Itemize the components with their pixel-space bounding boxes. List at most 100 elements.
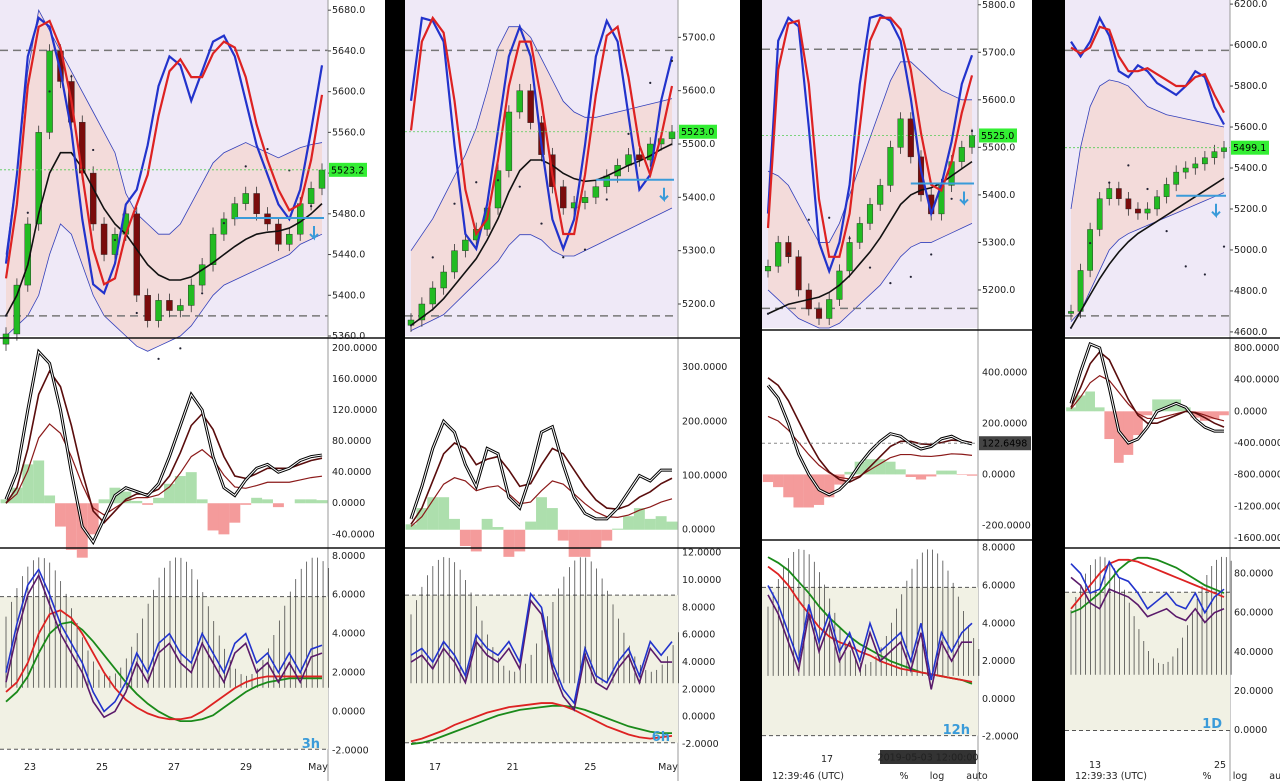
psar-dot bbox=[1069, 326, 1073, 329]
macd-histogram-bar bbox=[666, 521, 678, 530]
price-tick-label: 6200.0 bbox=[1234, 0, 1267, 10]
macd-histogram-bar bbox=[1133, 411, 1143, 436]
candle bbox=[133, 213, 140, 296]
price-tick-label: 5800.0 bbox=[1234, 81, 1267, 92]
psar-dot bbox=[889, 282, 892, 285]
macd-histogram-bar bbox=[229, 503, 241, 523]
status-log: log bbox=[1233, 771, 1247, 781]
crosshair-time-tag bbox=[880, 750, 976, 764]
candle bbox=[1115, 188, 1122, 199]
candle bbox=[1077, 270, 1084, 312]
candle bbox=[560, 186, 567, 209]
macd-histogram-bar bbox=[142, 503, 154, 505]
bollinger-fill bbox=[1071, 79, 1224, 322]
last-price-tag bbox=[329, 162, 367, 177]
psar-dot bbox=[266, 147, 269, 151]
macd-histogram-bar bbox=[1113, 411, 1124, 463]
price-tick-label: 5700.0 bbox=[982, 47, 1015, 58]
macd-histogram-bar bbox=[557, 529, 569, 541]
macd-histogram-bar bbox=[33, 460, 45, 504]
price-tick-label: 4600.0 bbox=[1234, 327, 1267, 338]
psar-dot bbox=[605, 198, 608, 201]
macd-histogram-bar bbox=[305, 499, 317, 504]
macd-histogram-bar bbox=[120, 491, 132, 504]
psar-dot bbox=[649, 81, 652, 84]
rsi-tick-label: 40.0000 bbox=[1234, 647, 1273, 658]
macd-tick-label: -400.0000 bbox=[1234, 438, 1280, 449]
macd-slow-line bbox=[1070, 374, 1225, 422]
psar-dot bbox=[1089, 241, 1092, 245]
rsi-tick-label: 6.0000 bbox=[682, 630, 715, 641]
rsi-tick-label: -2.0000 bbox=[682, 739, 719, 750]
status-percent: % bbox=[1202, 771, 1211, 781]
candle bbox=[1087, 229, 1093, 271]
x-tick-label: 17 bbox=[429, 762, 441, 773]
macd-histogram-bar bbox=[416, 508, 428, 530]
candle bbox=[527, 90, 534, 123]
candle bbox=[958, 147, 965, 162]
candle bbox=[231, 203, 239, 220]
macd-histogram-bar bbox=[783, 474, 794, 498]
macd-histogram-bar bbox=[915, 474, 927, 480]
candle bbox=[13, 284, 21, 335]
macd-histogram-bar bbox=[459, 529, 471, 546]
bollinger-upper bbox=[1070, 79, 1225, 210]
candle bbox=[318, 169, 326, 189]
candle bbox=[1202, 157, 1208, 165]
psar-dot bbox=[244, 165, 247, 168]
macd-histogram-bar bbox=[773, 474, 784, 488]
candle bbox=[668, 131, 676, 139]
macd-histogram-bar bbox=[905, 474, 916, 477]
last-price-label: 5523.2 bbox=[331, 165, 364, 176]
candle bbox=[1144, 208, 1151, 214]
price-tick-label: 5640.0 bbox=[332, 46, 365, 57]
last-price-tag bbox=[979, 128, 1017, 143]
psar-dot bbox=[766, 312, 770, 315]
sma-line bbox=[410, 143, 673, 326]
psar-dot bbox=[787, 252, 790, 255]
macd-histogram-bar bbox=[1142, 411, 1153, 416]
macd-tick-label: 200.0000 bbox=[682, 416, 727, 427]
candle bbox=[418, 303, 426, 321]
candle bbox=[307, 188, 315, 204]
macd-histogram-bar bbox=[87, 503, 99, 535]
stoch-k-line bbox=[4, 16, 324, 296]
candle bbox=[887, 147, 894, 186]
candle bbox=[220, 218, 228, 235]
macd-tick-label: 0.0000 bbox=[682, 525, 715, 536]
rsi-line-purple bbox=[767, 594, 972, 690]
macd-histogram-bar bbox=[623, 516, 634, 530]
macd-histogram-bar bbox=[854, 461, 865, 475]
rsi-band bbox=[405, 595, 678, 743]
macd-histogram-bar bbox=[22, 464, 34, 504]
x-tick-label: May bbox=[658, 762, 678, 773]
bollinger-lower bbox=[1070, 192, 1225, 322]
price-tick-label: 5000.0 bbox=[1234, 245, 1267, 256]
candle bbox=[429, 287, 436, 305]
rsi-tick-label: 0.0000 bbox=[1234, 725, 1267, 736]
candle bbox=[1182, 167, 1189, 173]
candle bbox=[2, 333, 10, 345]
candle bbox=[907, 118, 914, 158]
annotation-arrow-icon bbox=[959, 191, 969, 206]
rsi-tick-label: 8.0000 bbox=[982, 543, 1015, 554]
psar-dot bbox=[583, 248, 587, 251]
candle bbox=[1096, 198, 1103, 230]
x-tick-label: 25 bbox=[1214, 760, 1226, 771]
price-tick-label: 5440.0 bbox=[332, 250, 365, 261]
psar-dot bbox=[453, 202, 456, 205]
psar-dot bbox=[157, 357, 160, 360]
macd-histogram-bar bbox=[131, 500, 143, 504]
candle bbox=[846, 242, 853, 272]
macd-histogram-bar bbox=[405, 524, 417, 530]
rsi-line-blue bbox=[410, 591, 673, 705]
price-tick-label: 5600.0 bbox=[982, 95, 1015, 106]
status-time: 12:39:46 (UTC) bbox=[772, 771, 844, 781]
candle bbox=[462, 239, 469, 251]
candle bbox=[1154, 196, 1160, 210]
macd-line-inner bbox=[1070, 343, 1224, 444]
price-tick-label: 5480.0 bbox=[332, 209, 365, 220]
candle bbox=[1211, 151, 1218, 158]
macd-histogram-bar bbox=[546, 508, 558, 530]
rsi-tick-label: 8.0000 bbox=[332, 551, 365, 562]
